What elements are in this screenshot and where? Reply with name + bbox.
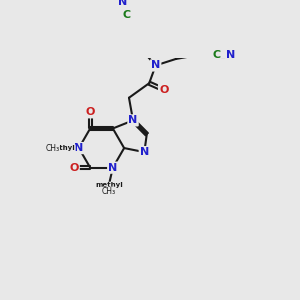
- Text: methyl: methyl: [95, 182, 123, 188]
- Text: methyl: methyl: [47, 145, 75, 151]
- Text: O: O: [69, 163, 79, 173]
- Text: O: O: [85, 107, 95, 117]
- Text: N: N: [128, 116, 138, 125]
- Text: N: N: [74, 143, 83, 153]
- Text: O: O: [159, 85, 168, 95]
- Text: N: N: [108, 163, 117, 173]
- Text: C: C: [212, 50, 220, 60]
- Text: N: N: [151, 60, 160, 70]
- Text: N: N: [226, 50, 236, 60]
- Text: N: N: [140, 147, 149, 157]
- Text: C: C: [122, 10, 130, 20]
- Text: CH₃: CH₃: [102, 187, 116, 196]
- Text: N: N: [118, 0, 127, 8]
- Text: CH₃: CH₃: [45, 144, 59, 153]
